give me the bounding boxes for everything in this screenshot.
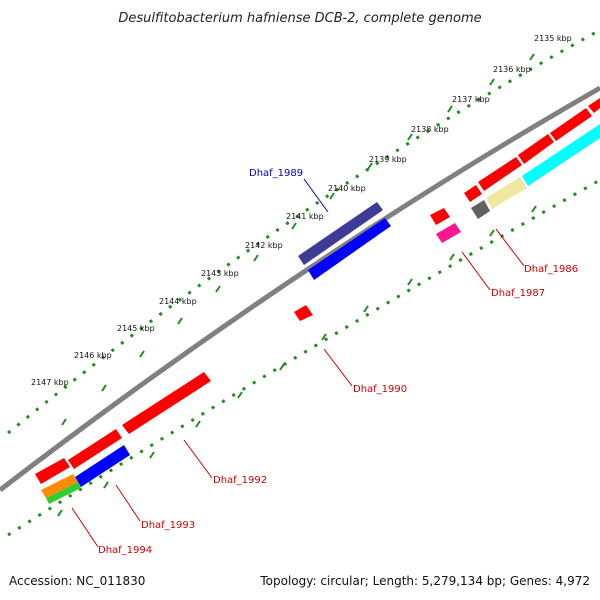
- gene-label-dhaf-1987[interactable]: Dhaf_1987: [491, 288, 545, 299]
- gene-feature[interactable]: [478, 157, 522, 191]
- gene-feature[interactable]: [518, 134, 554, 164]
- gene-label-dhaf-1993[interactable]: Dhaf_1993: [141, 520, 195, 531]
- scale-label: 2143 kbp: [201, 269, 239, 278]
- scale-label: 2139 kbp: [369, 155, 407, 164]
- scale-label: 2141 kbp: [286, 212, 324, 221]
- gene-label-dhaf-1990[interactable]: Dhaf_1990: [353, 384, 407, 395]
- gene-label-dhaf-1989[interactable]: Dhaf_1989: [249, 168, 303, 179]
- gene-feature[interactable]: [522, 124, 600, 186]
- label-connectors: [71, 178, 525, 548]
- scale-label: 2142 kbp: [245, 241, 283, 250]
- gene-dhaf-1992-feature[interactable]: [122, 372, 211, 434]
- gene-feature[interactable]: [430, 208, 450, 225]
- scale-label: 2144 kbp: [159, 297, 197, 306]
- gene-labels[interactable]: Dhaf_1989 Dhaf_1986 Dhaf_1987 Dhaf_1990 …: [98, 168, 578, 556]
- scale-label: 2138 kbp: [411, 125, 449, 134]
- gene-feature[interactable]: [550, 108, 592, 141]
- scale-label: 2136 kbp: [493, 65, 531, 74]
- gene-feature[interactable]: [68, 429, 122, 469]
- inner-scale-ring: [7, 178, 600, 537]
- gene-features[interactable]: [35, 98, 600, 504]
- gene-label-dhaf-1992[interactable]: Dhaf_1992: [213, 475, 267, 486]
- gene-feature[interactable]: [46, 482, 81, 504]
- scale-ticks: [57, 53, 537, 517]
- gene-feature[interactable]: [486, 177, 527, 209]
- outer-scale-ring: [7, 28, 600, 435]
- accession-label: Accession: NC_011830: [9, 574, 146, 588]
- gene-feature[interactable]: [35, 458, 70, 484]
- gene-label-dhaf-1994[interactable]: Dhaf_1994: [98, 545, 152, 556]
- genome-backbone: [0, 85, 600, 492]
- gene-dhaf-1994-feature[interactable]: [41, 474, 78, 498]
- scale-label: 2140 kbp: [328, 184, 366, 193]
- gene-dhaf-1989-feature[interactable]: [298, 202, 383, 265]
- gene-dhaf-1990-feature[interactable]: [294, 305, 313, 321]
- scale-label: 2137 kbp: [452, 95, 490, 104]
- gene-feature[interactable]: [464, 185, 482, 202]
- gene-label-dhaf-1986[interactable]: Dhaf_1986: [524, 264, 578, 275]
- gene-feature[interactable]: [588, 98, 600, 113]
- map-title: Desulfitobacterium hafniense DCB-2, comp…: [118, 11, 481, 26]
- scale-labels: 2135 kbp 2136 kbp 2137 kbp 2138 kbp 2139…: [31, 34, 572, 387]
- gene-dhaf-1987-feature[interactable]: [436, 223, 461, 243]
- scale-label: 2146 kbp: [74, 351, 112, 360]
- gene-feature[interactable]: [471, 200, 490, 219]
- gene-feature[interactable]: [308, 218, 391, 280]
- genome-info-label: Topology: circular; Length: 5,279,134 bp…: [260, 574, 590, 588]
- scale-label: 2135 kbp: [534, 34, 572, 43]
- gene-dhaf-1993-feature[interactable]: [75, 445, 130, 487]
- scale-label: 2147 kbp: [31, 378, 69, 387]
- scale-label: 2145 kbp: [117, 324, 155, 333]
